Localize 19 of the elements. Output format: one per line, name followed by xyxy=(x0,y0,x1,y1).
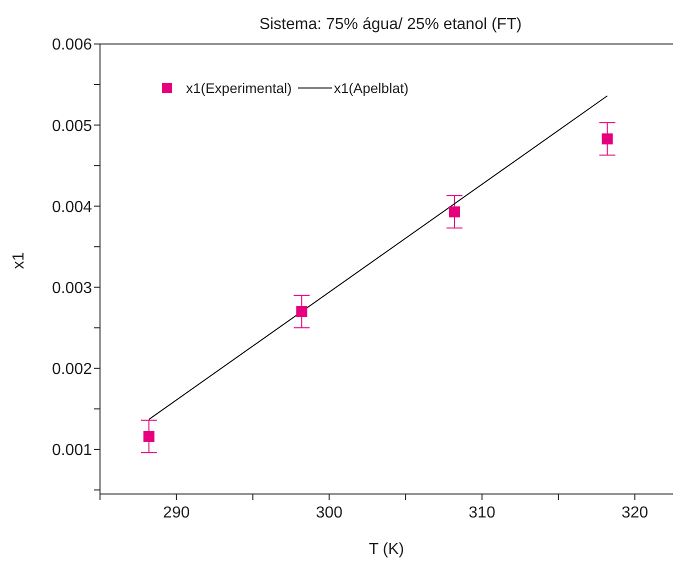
point xyxy=(143,430,154,442)
point xyxy=(448,206,460,218)
y-tick-label: 0.006 xyxy=(52,36,92,54)
point xyxy=(602,133,613,144)
y-tick-label: 0.005 xyxy=(52,118,92,135)
y-tick-label: 0.002 xyxy=(52,361,92,378)
y-tick-label: 0.001 xyxy=(52,442,92,460)
x-tick-label: 290 xyxy=(163,504,190,522)
x-tick-label: 320 xyxy=(621,504,648,522)
legend-label: x1(Apelblat) xyxy=(334,80,409,96)
point xyxy=(296,306,308,318)
y-tick-label: 0.004 xyxy=(52,198,92,216)
y-tick-label: 0.003 xyxy=(52,280,92,297)
y-axis-title: x1 xyxy=(10,252,28,269)
x-axis-title: T (K) xyxy=(368,541,404,558)
x-tick-label: 300 xyxy=(316,504,343,522)
legend-label: x1(Experimental) xyxy=(186,80,292,96)
chart-title: Sistema: 75% água/ 25% etanol (FT) xyxy=(258,16,523,34)
x-tick-label: 310 xyxy=(468,504,496,522)
